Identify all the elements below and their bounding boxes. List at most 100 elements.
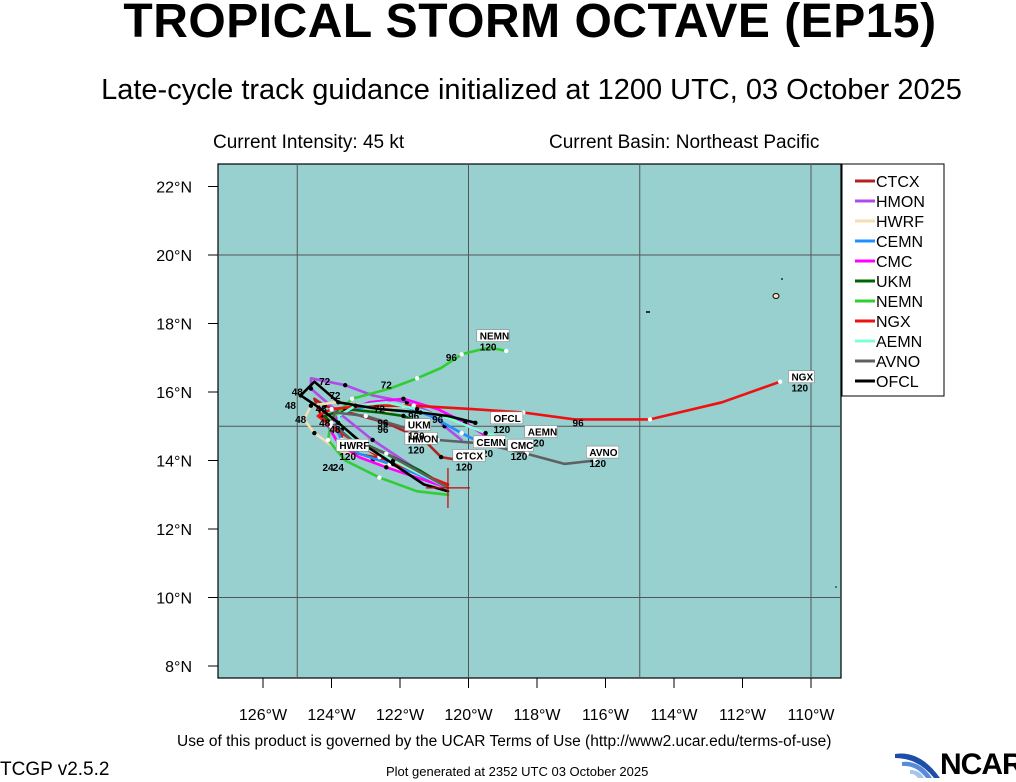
model-end-labels: NEMN120NGX120OFCL120AEMN120CEMN120CMC120… — [336, 329, 815, 474]
end-label-box — [404, 418, 431, 431]
track-point-ngx — [647, 417, 653, 422]
ncar-logo-text: NCAR — [940, 748, 1016, 781]
legend-label-aemn: AEMN — [876, 334, 922, 351]
track-point-avno — [384, 451, 389, 456]
end-hour-label: 120 — [408, 432, 425, 443]
end-hour-label: 120 — [511, 452, 528, 463]
track-point-ngx — [777, 379, 783, 384]
page-title: TROPICAL STORM OCTAVE (EP15) — [123, 0, 937, 48]
end-label-hwrf: HWRF — [339, 441, 369, 452]
page-subtitle: Late-cycle track guidance initialized at… — [101, 74, 962, 106]
legend-label-nemn: NEMN — [876, 294, 923, 311]
islands — [646, 278, 837, 588]
track-point-avno — [593, 458, 598, 463]
track-point-aemn — [414, 406, 420, 412]
track-point-hmon — [370, 437, 375, 443]
legend-label-avno: AVNO — [876, 354, 920, 371]
version-label: TCGP v2.5.2 — [0, 759, 110, 780]
end-label-box — [788, 370, 815, 384]
hour-label: 72 — [319, 377, 331, 388]
end-label-box — [490, 411, 524, 425]
hour-label: 96 — [408, 411, 420, 422]
end-hour-label: 120 — [408, 445, 425, 456]
track-point-nemn — [503, 348, 509, 354]
end-label-box — [586, 445, 620, 459]
track-point-nemn — [377, 475, 382, 480]
x-tick-label: 118°W — [513, 707, 561, 724]
track-point-ofcl — [473, 420, 478, 426]
x-tick-label: 124°W — [307, 707, 356, 724]
y-tick-label: 18°N — [156, 317, 192, 334]
y-tick-label: 16°N — [156, 385, 192, 402]
ncar-logo-icon — [895, 753, 940, 778]
end-hour-label: 120 — [528, 439, 545, 450]
end-label-hmon: HMON — [408, 434, 439, 445]
x-tick-label: 116°W — [582, 707, 630, 724]
legend-label-hwrf: HWRF — [876, 214, 924, 231]
legend-label-ofcl: OFCL — [876, 374, 919, 391]
track-point-cemn — [459, 430, 464, 436]
track-point-hwrf — [308, 403, 314, 408]
current-basin: Current Basin: Northeast Pacific — [549, 132, 820, 153]
y-tick-label: 10°N — [156, 591, 192, 608]
end-label-ofcl: OFCL — [493, 414, 520, 425]
map-ocean — [217, 163, 842, 679]
end-hour-label: 120 — [339, 452, 356, 463]
y-tick-label: 20°N — [156, 248, 192, 265]
legend-label-cmc: CMC — [876, 254, 912, 271]
forecast-tracks — [298, 346, 783, 497]
track-point-nemn — [459, 352, 464, 357]
hour-label: 72 — [329, 391, 341, 402]
legend-label-cemn: CEMN — [876, 234, 923, 251]
end-label-ukm: UKM — [408, 421, 431, 432]
hour-label: 48 — [295, 415, 307, 426]
end-hour-label: 120 — [493, 425, 510, 436]
end-hour-label: 120 — [589, 459, 606, 470]
end-label-cmc: CMC — [511, 441, 534, 452]
end-label-cemn: CEMN — [476, 438, 505, 449]
track-point-ofcl — [298, 393, 303, 398]
legend: CTCX HMON HWRF CEMN CMC UKM NEMN NGX AEMN AVNO OFC… — [841, 163, 945, 397]
hour-label: 96 — [446, 353, 458, 364]
hour-label: 24 — [333, 463, 345, 474]
end-label-ctcx: CTCX — [456, 452, 484, 463]
track-point-ofcl — [336, 420, 341, 426]
track-point-hwrf — [312, 430, 317, 436]
island — [835, 586, 837, 588]
end-label-box — [476, 329, 510, 342]
x-tick-label: 110°W — [787, 707, 835, 724]
end-label-box — [404, 432, 438, 445]
track-point-ofcl — [390, 461, 396, 467]
x-tick-label: 122°W — [376, 707, 425, 724]
current-intensity: Current Intensity: 45 kt — [213, 132, 405, 153]
track-point-nemn — [325, 437, 331, 443]
end-label-nemn: NEMN — [480, 332, 509, 343]
hour-label: 96 — [573, 418, 585, 429]
track-point-avno — [329, 420, 334, 426]
end-hour-label: 120 — [456, 463, 473, 474]
hour-label: 48 — [316, 405, 328, 416]
storm-position-marker — [425, 467, 470, 508]
hour-label: 48 — [285, 401, 297, 412]
end-label-ngx: NGX — [791, 373, 813, 384]
hour-label: 48 — [292, 387, 304, 398]
end-label-box — [524, 425, 558, 438]
hour-label: 72 — [374, 405, 386, 416]
x-tick-label: 114°W — [650, 707, 698, 724]
terms-of-use: Use of this product is governed by the U… — [177, 733, 832, 750]
track-point-cmc — [384, 465, 389, 470]
legend-label-ukm: UKM — [876, 274, 912, 291]
end-label-box — [336, 438, 370, 452]
track-point-ctcx — [438, 454, 444, 460]
legend-label-ngx: NGX — [876, 314, 911, 331]
island — [781, 278, 783, 280]
x-tick-label: 126°W — [239, 707, 288, 724]
legend-label-ctcx: CTCX — [876, 174, 920, 191]
track-point-avno — [524, 451, 529, 456]
track-point-aemn — [483, 430, 488, 436]
track-point-ofcl — [418, 410, 423, 415]
hour-label: 24 — [323, 463, 335, 474]
end-label-box — [452, 449, 486, 462]
track-point-nemn — [349, 396, 355, 402]
